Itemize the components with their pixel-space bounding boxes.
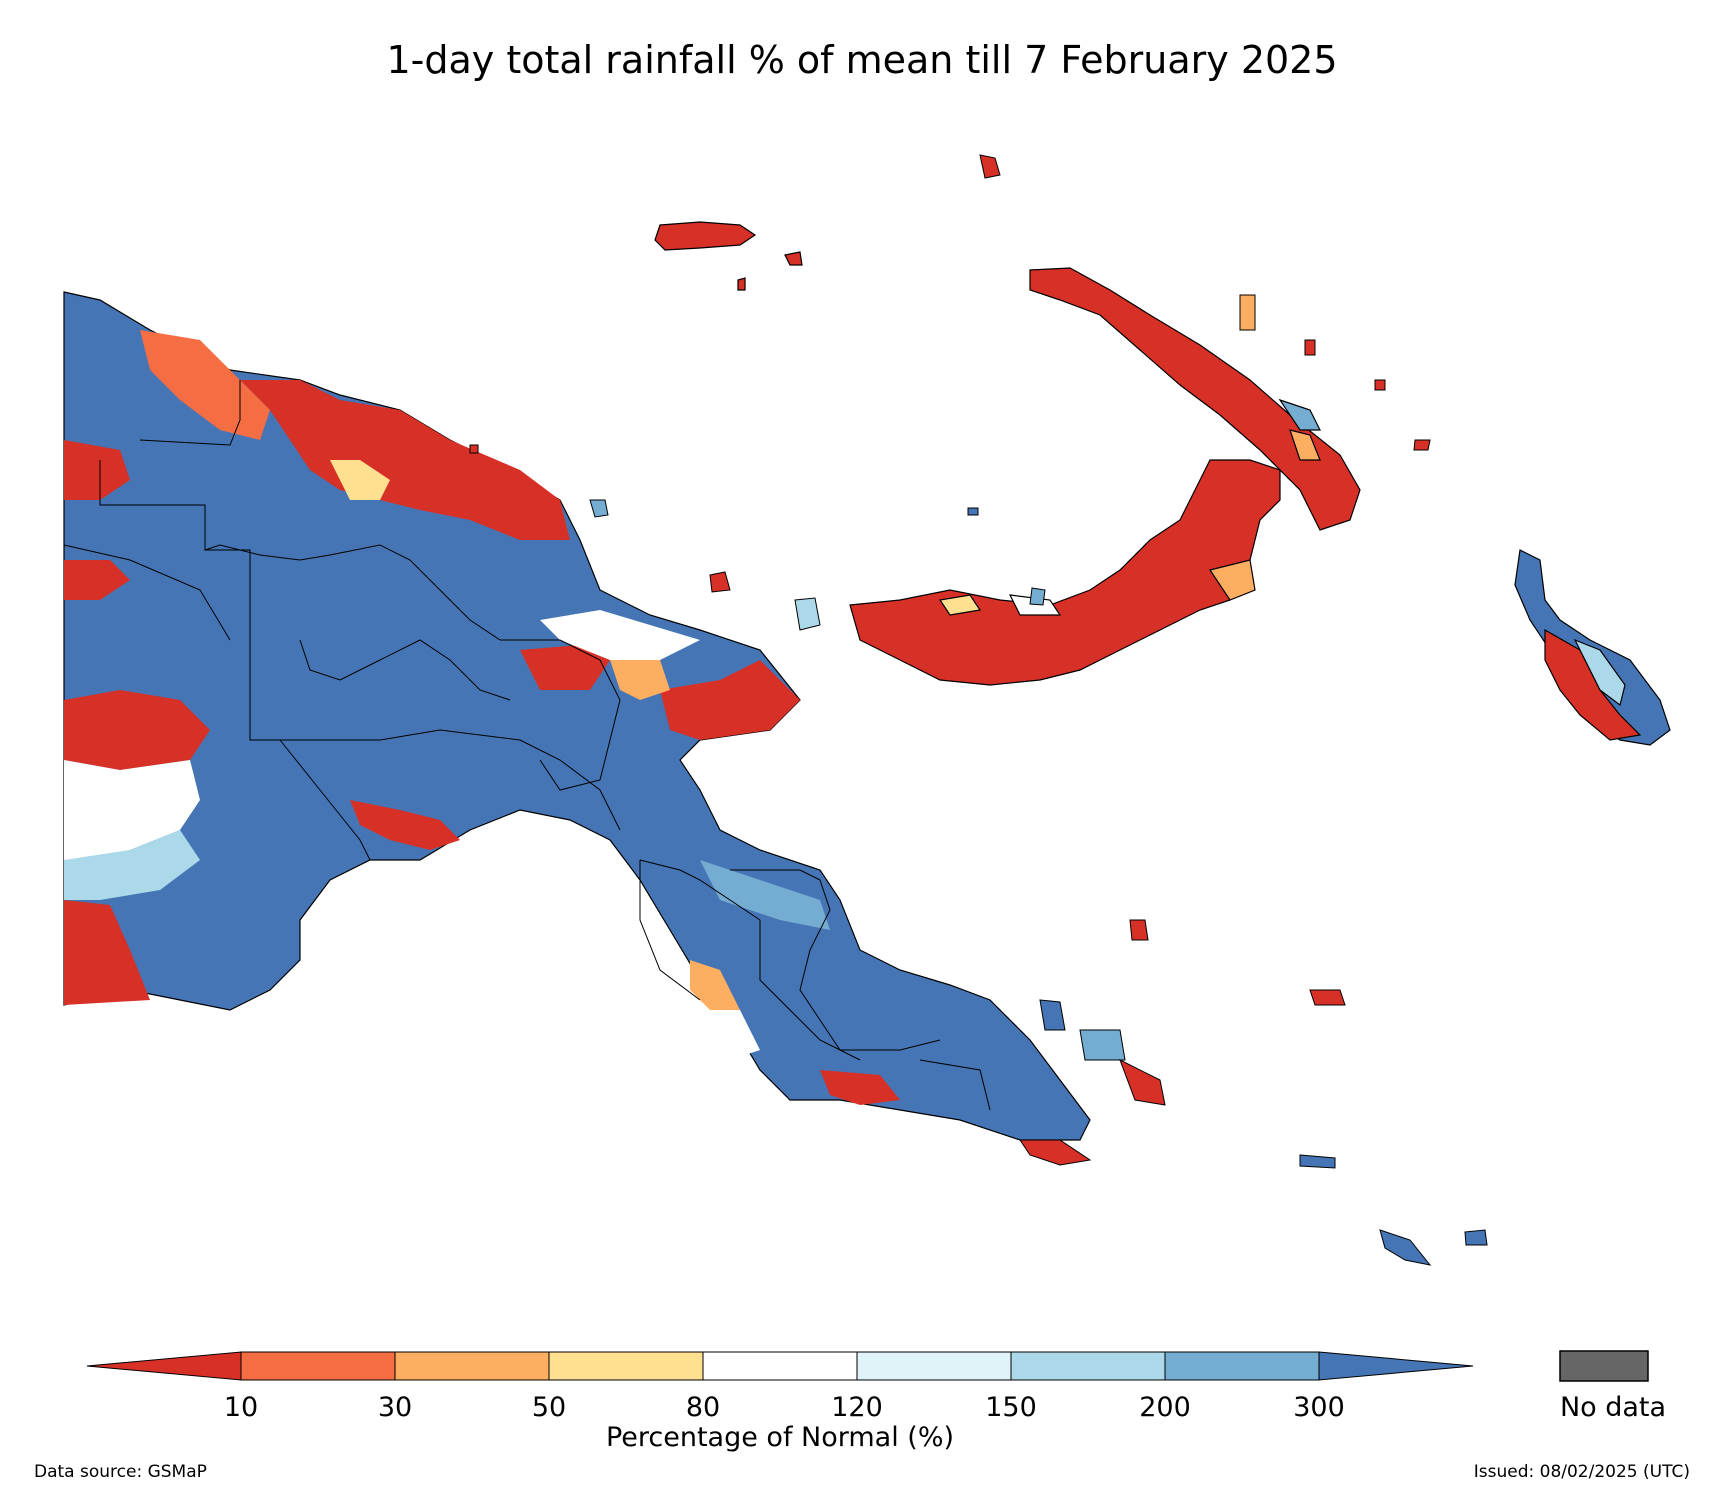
patch-north-coast-red [240,380,570,540]
patch-central-red [520,645,610,690]
colorbar-below-10 [86,1351,242,1381]
page-title: 1-day total rainfall % of mean till 7 Fe… [386,38,1338,82]
manus [654,221,803,291]
data-source: Data source: GSMaP [34,1462,207,1482]
border-5 [299,639,511,701]
colorbar-tick-120: 120 [831,1392,883,1423]
patch-southeast-red [820,1070,900,1105]
island-rossel [1464,1229,1488,1246]
colorbar-tick-30: 30 [377,1392,413,1423]
border-8 [639,859,761,921]
island-trobriand [1129,919,1149,941]
island-mal [469,444,479,454]
island-lihir [1413,439,1431,451]
border-1 [99,460,621,831]
colorbar-title: Percentage of Normal (%) [605,1422,955,1453]
patch-southeast-orange [690,960,740,1010]
patch-southeast-white [700,1000,760,1060]
patch-west-lightblue [64,830,200,900]
island-umboi [794,597,821,631]
island-woodlark [1309,989,1346,1006]
bougainville [1514,549,1671,746]
border-6 [500,639,621,791]
island-nb-west [1029,587,1046,606]
new-ireland-orange [1289,429,1321,461]
colorbar-120-150 [856,1351,1012,1381]
border-11 [919,1059,991,1111]
island-mussau [979,154,1001,179]
border-2 [63,544,231,641]
island-misima [1299,1154,1336,1169]
island-feni [1304,339,1316,356]
colorbar-tick-80: 80 [685,1392,721,1423]
colorbar-150-200 [1010,1351,1166,1381]
island-sudest [1379,1229,1432,1266]
island-normanby [1119,1058,1166,1106]
island-karkar [589,499,609,518]
patch-fly-river-red [350,800,460,850]
manus-shape [654,221,757,251]
patch-lightblue-band [700,860,830,930]
province-borders [63,380,991,1111]
new-britain-shape [849,459,1281,686]
patch-north-coast-yellow [330,460,390,500]
patch-west-white [64,760,200,860]
patch-southwest-red [64,900,150,1005]
no-data-swatch [1559,1350,1649,1382]
border-10 [730,869,941,1051]
colorbar-tick-10: 10 [223,1392,259,1423]
island-goodenough [1079,1029,1126,1061]
island-long [709,571,731,593]
patch-east-red [660,660,800,740]
colorbar-tick-50: 50 [531,1392,567,1423]
manus-islet-2 [737,277,746,291]
patch-north-coast-orange [140,330,270,440]
island-tabar [1239,294,1256,331]
colorbar-10-30 [240,1351,396,1381]
island-admiralty-east [967,507,979,516]
rainfall-map [63,154,1671,1266]
colorbar-200-300 [1164,1351,1320,1381]
border-12 [759,920,861,1061]
mainland-shape [63,291,1091,1141]
border-3 [204,544,501,641]
colorbar-above-300 [1318,1351,1474,1381]
colorbar-30-50 [394,1351,550,1381]
island-southeast-tip [1019,1139,1092,1166]
colorbar-tick-300: 300 [1293,1392,1345,1423]
border-9 [639,860,701,1001]
colorbar-tick-200: 200 [1139,1392,1191,1423]
new-britain [849,459,1281,686]
new-britain-yellow [938,594,982,616]
mainland [63,291,1091,1141]
mainland-anomaly-patches [64,330,900,1105]
new-britain-east-orange [1209,559,1256,601]
patch-west-red-main [64,690,210,770]
new-ireland-blue [1278,398,1321,431]
border-4 [139,380,241,446]
new-ireland [1029,267,1361,531]
island-green [1374,379,1386,391]
colorbar-80-120 [702,1351,858,1381]
colorbar-tick-150: 150 [985,1392,1037,1423]
small-islands [469,154,1488,1266]
island-fergusson [1039,999,1066,1031]
bougainville-lightblue [1573,638,1626,707]
colorbar [86,1350,1649,1382]
patch-west-red-upper [64,440,130,500]
manus-islet-1 [784,251,803,266]
colorbar-50-80 [548,1351,704,1381]
no-data-label: No data [1559,1392,1667,1423]
patch-east-orange [610,660,670,700]
issued-date: Issued: 08/02/2025 (UTC) [1473,1462,1690,1482]
new-ireland-shape [1029,267,1361,531]
border-7 [279,739,371,861]
patch-east-white [540,610,700,660]
patch-west-red-mid [64,560,130,600]
